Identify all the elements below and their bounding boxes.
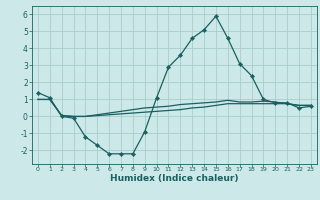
X-axis label: Humidex (Indice chaleur): Humidex (Indice chaleur): [110, 174, 239, 183]
